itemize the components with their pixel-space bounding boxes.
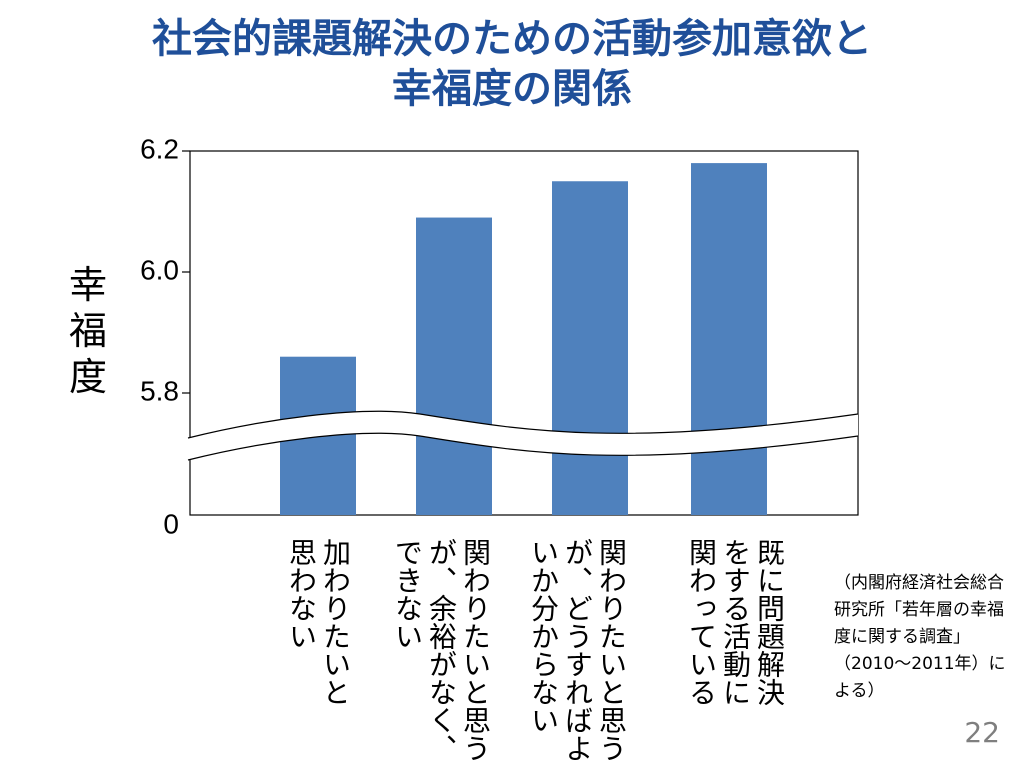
bar-3 [552,181,628,515]
plot-area [189,150,859,516]
page-number: 22 [964,716,1000,749]
category-label-1: 加わりたいと思わない [285,538,352,706]
category-label-3: 関わりたいと思うが、どうすればよいか分からない [527,538,628,762]
y-tick-label-0: 0 [163,508,179,539]
y-axis-ticks: 6.2 6.0 5.8 0 [140,133,190,539]
y-tick-label-6-2: 6.2 [140,133,179,164]
y-axis-label: 幸福度 [68,263,107,399]
bar-4 [691,163,767,515]
category-label-4: 既に問題解決をする活動に関わっている [685,538,786,706]
y-tick-label-6-0: 6.0 [140,254,179,285]
y-tick-label-5-8: 5.8 [140,375,179,406]
chart-title-line-1: 社会的課題解決のための活動参加意欲と [152,16,872,62]
bars-layer [280,163,767,516]
chart-title: 社会的課題解決のための活動参加意欲と 幸福度の関係 [0,14,1024,114]
category-label-2: 関わりたいと思うが、余裕がなく、できない [391,538,492,762]
bar-2 [416,217,492,516]
axis-break [187,410,859,461]
chart-title-line-2: 幸福度の関係 [392,66,632,112]
source-note: （内閣府経済社会総合研究所「若年層の幸福度に関する調査」（2010～2011年）… [834,573,1006,701]
